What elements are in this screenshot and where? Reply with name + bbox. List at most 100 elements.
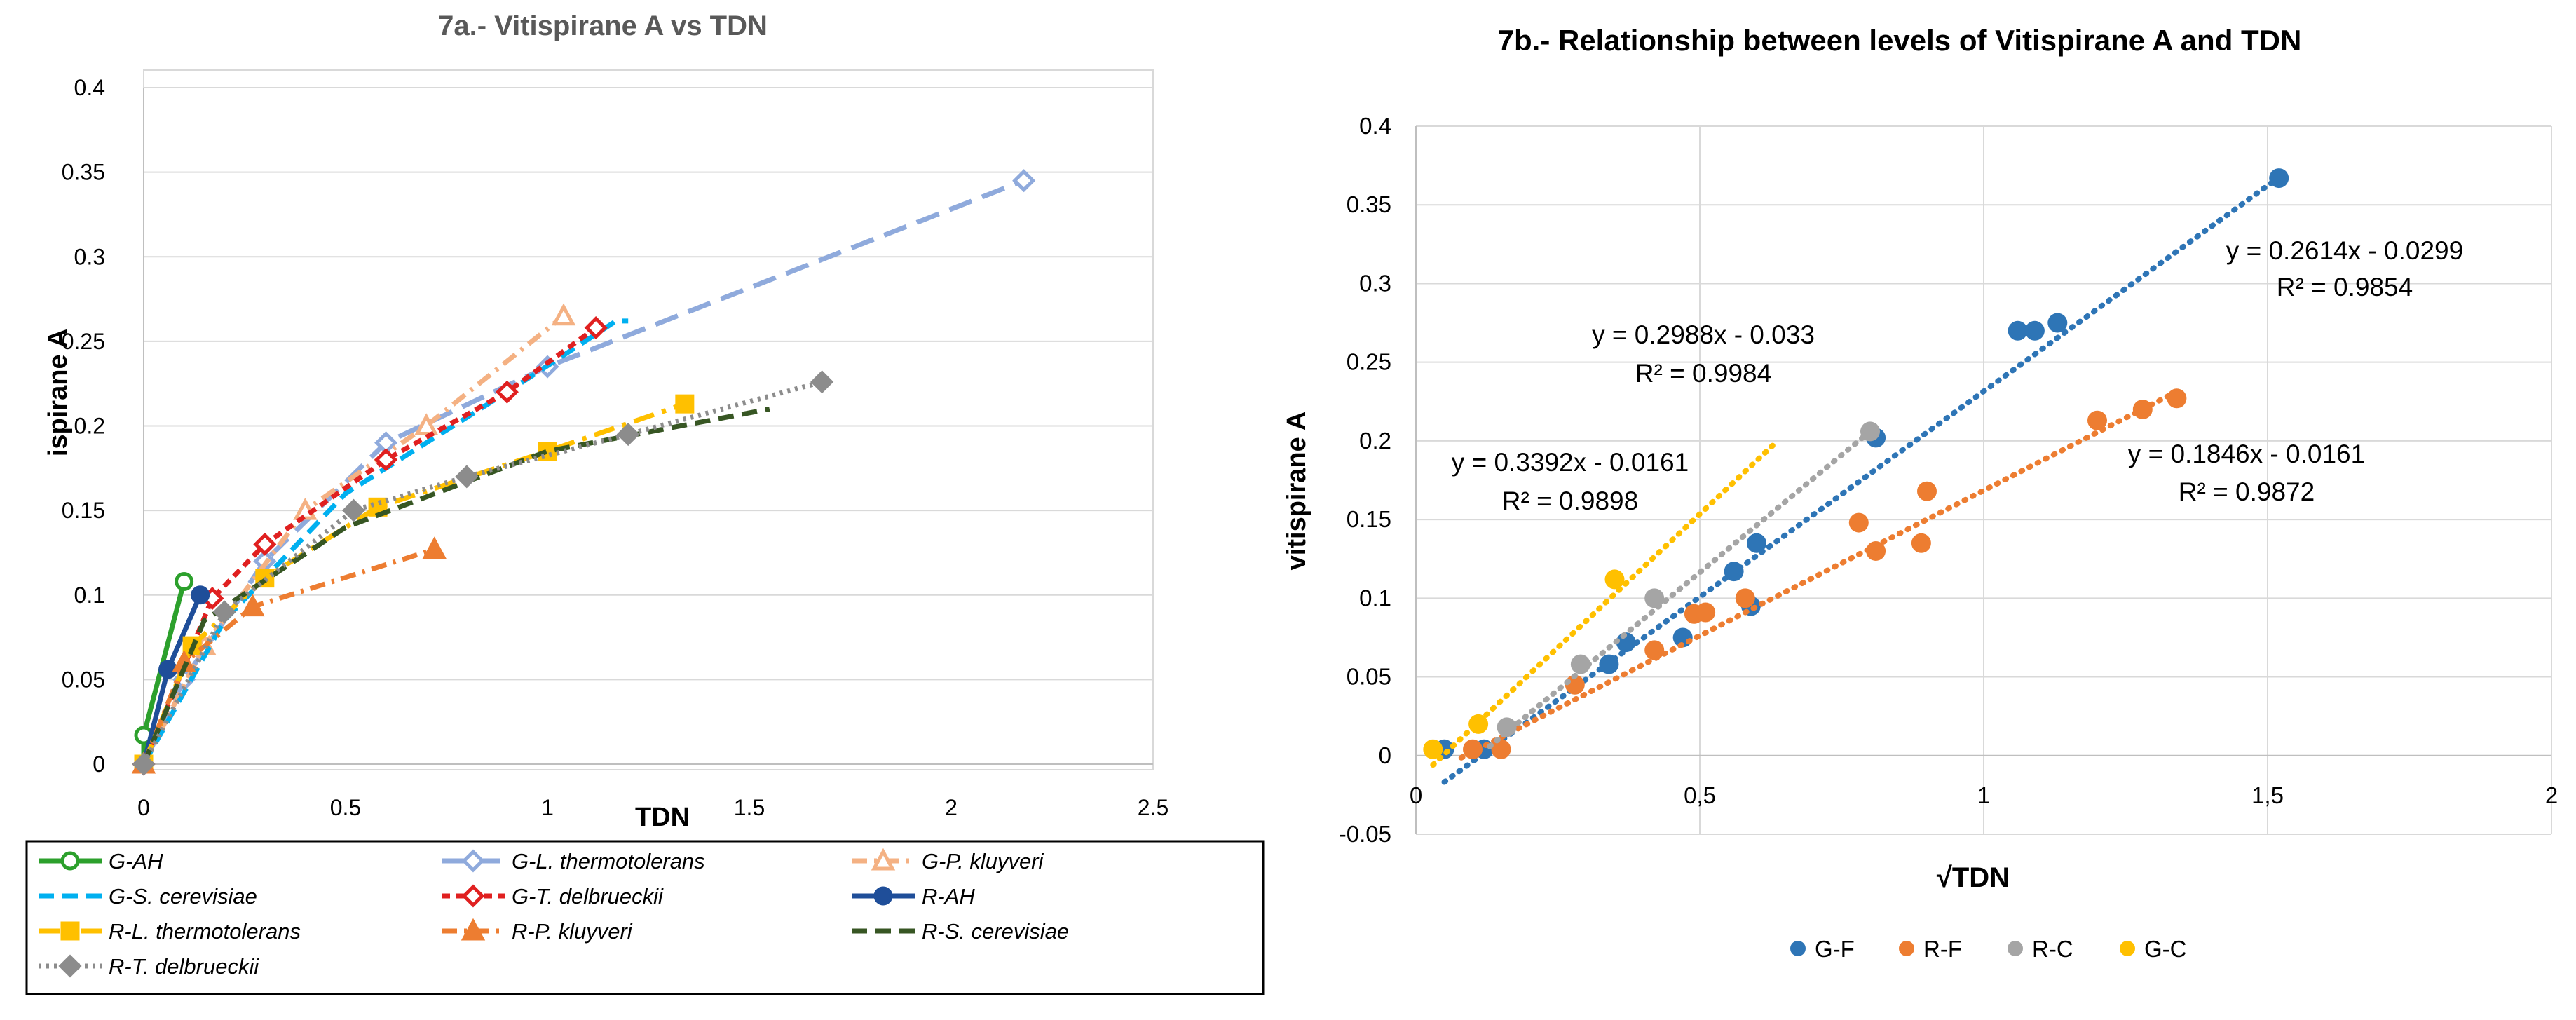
data-point [132, 752, 156, 776]
data-point [1911, 533, 1931, 553]
x-tick-label: 0 [137, 795, 150, 820]
data-point [2008, 320, 2028, 341]
series-line [141, 318, 629, 766]
legend-marker [2120, 941, 2135, 956]
legend-marker [871, 848, 896, 871]
data-point [1696, 602, 1716, 623]
series-line [141, 325, 598, 766]
trendline-r2: R² = 0.9872 [2179, 477, 2315, 506]
legend-entry-g-l-thermotolerans: G-L. thermotolerans [442, 849, 705, 873]
x-tick-label: 0.5 [330, 795, 361, 820]
legend-label: R-T. delbrueckii [109, 954, 259, 979]
legend-marker [1899, 941, 1914, 956]
data-point [1747, 533, 1766, 553]
y-tick-label: 0.35 [1347, 191, 1391, 217]
chart-7b: 7b.- Relationship between levels of Viti… [1282, 24, 2558, 962]
legend-marker [461, 849, 485, 873]
series-r-s-cerevisiae [141, 406, 770, 766]
chart-7a-legend: G-AH G-L. thermotolerans G-P. kluyveri G-S.… [39, 848, 1069, 979]
legend-entry-r-l-thermotolerans: R-L. thermotolerans [39, 919, 301, 944]
chart-7b-gridlines [1416, 125, 2552, 835]
data-point [1644, 588, 1665, 608]
y-tick-label: 0.4 [74, 75, 105, 100]
data-point [1497, 717, 1517, 737]
data-point [158, 660, 178, 679]
data-point [1724, 562, 1744, 582]
x-tick-label: 1 [541, 795, 554, 820]
data-point [1570, 654, 1590, 674]
legend-entry-g-p-kluyveri: G-P. kluyveri [852, 848, 1044, 873]
data-point [1012, 169, 1036, 193]
x-tick-label: 1,5 [2251, 782, 2284, 808]
data-point [422, 536, 447, 559]
series-g-c [1423, 442, 1777, 768]
y-tick-label: 0.05 [62, 667, 105, 692]
chart-7b-tick-labels: -0.05 0 0.05 0.1 0.15 0.2 0.25 0.3 0.35 0.4 0 0,5 1 1… [1339, 113, 2558, 847]
chart-7a-title: 7a.- Vitispirane A vs TDN [438, 11, 768, 41]
chart-7b-y-axis-label: vitispirane A [1282, 412, 1311, 571]
data-point [584, 316, 608, 340]
data-point [2167, 388, 2187, 409]
legend-entry-r-s-cerevisiae: R-S. cerevisiae [852, 919, 1069, 944]
y-tick-label: 0.15 [1347, 506, 1391, 532]
data-point [810, 370, 834, 394]
legend-entry-r-p-kluyveri: R-P. kluyveri [442, 918, 633, 944]
y-tick-label: -0.05 [1339, 821, 1391, 847]
x-tick-label: 2 [945, 795, 958, 820]
legend-entry-g-ah: G-AH [39, 849, 163, 873]
trendline-label-g-c: y = 0.3392x - 0.0161 R² = 0.9898 [1452, 448, 1689, 515]
data-point [551, 303, 576, 326]
trendline-r2: R² = 0.9984 [1635, 359, 1771, 388]
data-point [341, 498, 366, 522]
legend-label: R-C [2032, 936, 2073, 962]
data-point [191, 585, 210, 605]
legend-label: R-S. cerevisiae [922, 919, 1069, 944]
trendline-r2: R² = 0.9854 [2277, 273, 2413, 301]
series-line [141, 401, 686, 766]
legend-entry-g-c: G-C [2120, 936, 2187, 962]
chart-7a-x-axis-label: TDN [635, 803, 690, 832]
x-tick-label: 2.5 [1138, 795, 1168, 820]
data-point [1848, 512, 1869, 533]
y-tick-label: 0.3 [1359, 270, 1391, 296]
chart-7b-series [1423, 168, 2289, 785]
series-r-t-delbrueckii [132, 370, 834, 776]
y-tick-label: 0.1 [74, 583, 105, 608]
legend-label: G-C [2144, 936, 2187, 962]
trendline-r-c [1487, 428, 1873, 749]
trendline-r-f [1458, 388, 2180, 761]
data-point [1423, 739, 1443, 759]
trendline-equation: y = 0.2988x - 0.033 [1592, 320, 1815, 349]
legend-label: R-F [1923, 936, 1962, 962]
data-point [1860, 421, 1880, 442]
y-tick-label: 0.25 [1347, 349, 1391, 375]
trendline-equation: y = 0.3392x - 0.0161 [1452, 448, 1689, 477]
y-tick-label: 0.15 [62, 498, 105, 523]
trendline-r2: R² = 0.9898 [1502, 487, 1638, 515]
data-point [2087, 410, 2107, 430]
chart-7a-legend-box [25, 840, 1265, 995]
y-tick-label: 0.25 [62, 329, 105, 354]
data-point [455, 465, 479, 489]
data-point [1604, 569, 1625, 590]
data-point [1599, 654, 1619, 674]
data-point [175, 571, 194, 591]
legend-label: G-T. delbrueckii [512, 884, 664, 909]
series-r-l-thermotolerans [134, 394, 695, 774]
chart-7a-axes [143, 88, 1153, 765]
y-tick-label: 0.4 [1359, 113, 1391, 139]
chart-7a-series [131, 169, 1036, 776]
y-tick-label: 0.3 [74, 244, 105, 269]
y-tick-label: 0 [93, 752, 105, 777]
data-point [212, 600, 236, 624]
legend-label: R-L. thermotolerans [109, 919, 301, 944]
legend-label: G-P. kluyveri [922, 849, 1044, 873]
legend-entry-g-f: G-F [1790, 936, 1855, 962]
legend-label: R-P. kluyveri [512, 919, 633, 944]
y-tick-label: 0.2 [74, 414, 105, 439]
legend-marker [461, 918, 486, 941]
legend-label: R-AH [922, 884, 975, 909]
legend-label: G-L. thermotolerans [512, 849, 705, 873]
legend-entry-r-f: R-F [1899, 936, 1962, 962]
data-point [2024, 320, 2045, 341]
